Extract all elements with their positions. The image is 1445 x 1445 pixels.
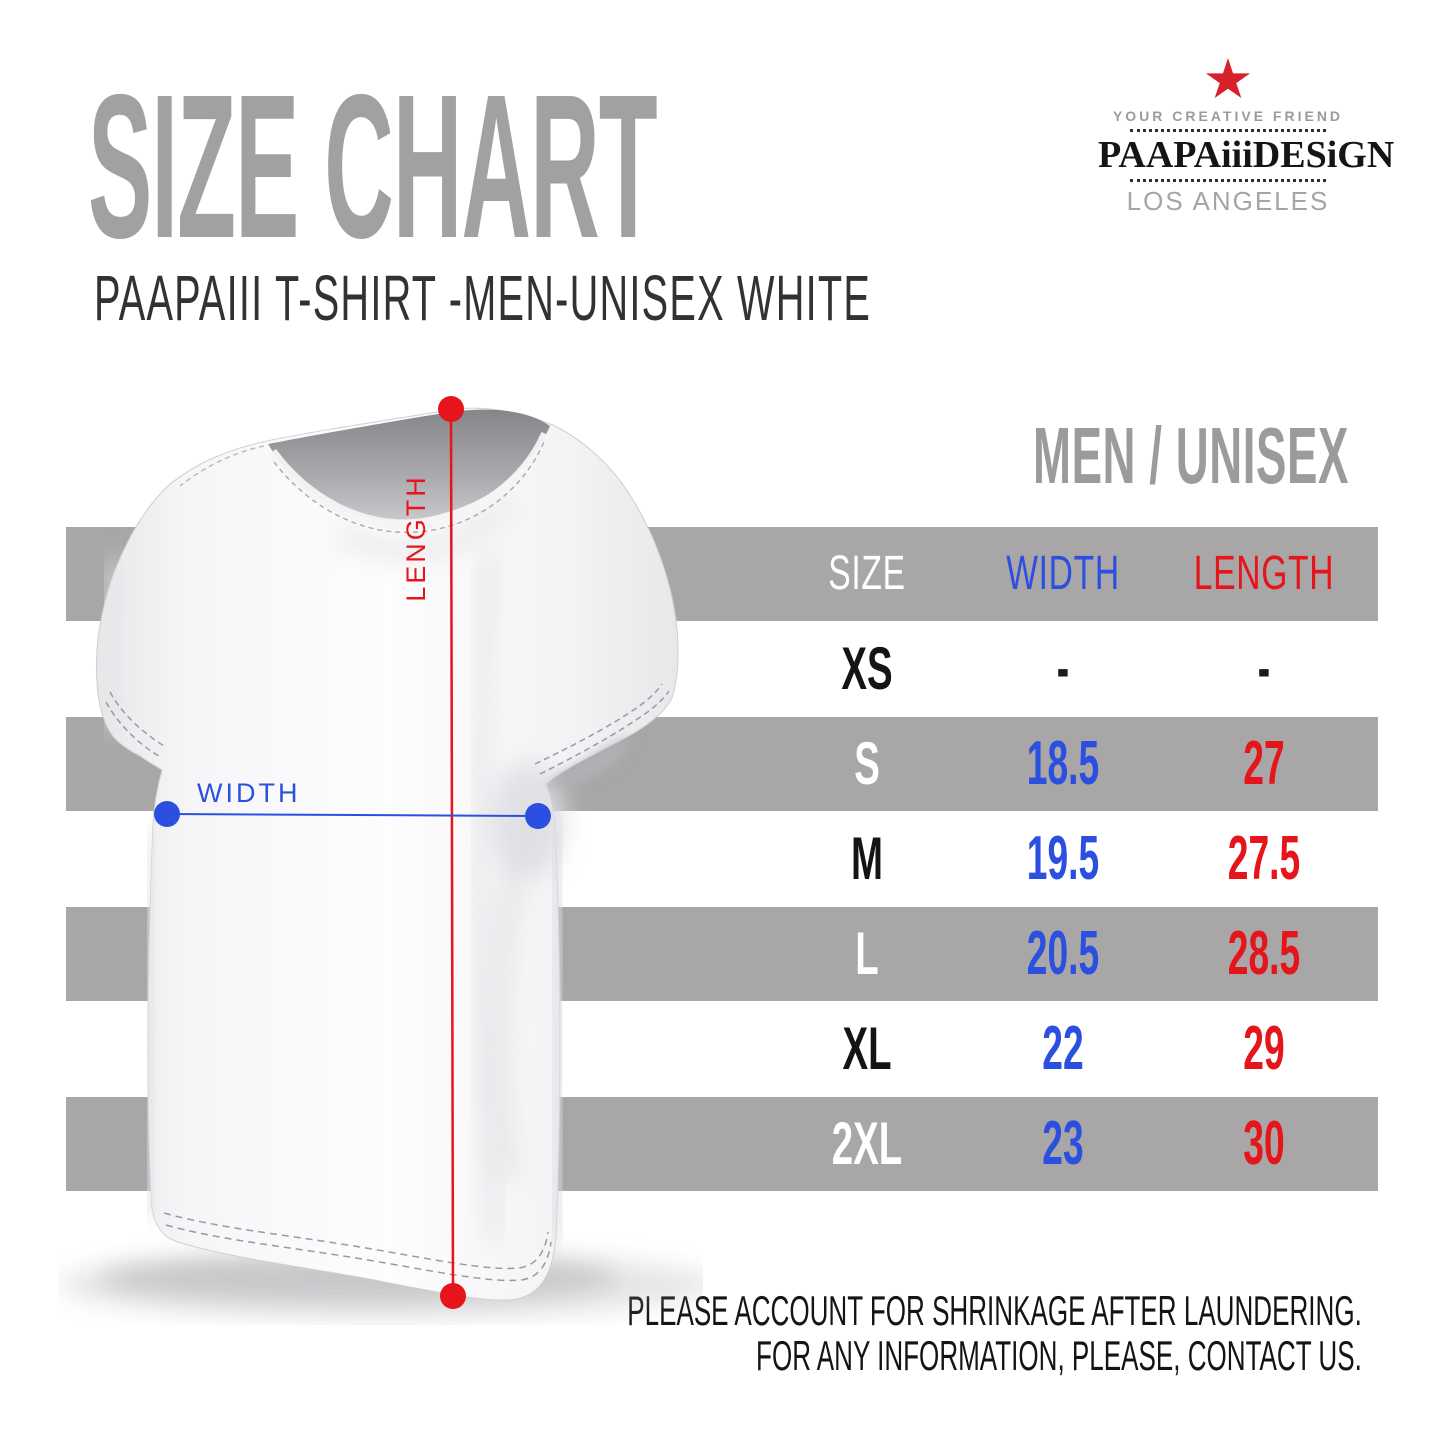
- collar-stitch: [273, 441, 545, 534]
- logo-tagline: YOUR CREATIVE FRIEND: [1112, 108, 1344, 124]
- table-size-cell: L: [855, 920, 879, 987]
- table-size-cell: S: [854, 730, 880, 797]
- table-size-cell: 2XL: [831, 1110, 903, 1177]
- hem-stitch: [165, 1224, 552, 1282]
- tshirt-image: LENGTH WIDTH: [58, 396, 703, 1319]
- page-title: SIZE CHART: [88, 52, 658, 281]
- footer-line-1: PLEASE ACCOUNT FOR SHRINKAGE AFTER LAUND…: [627, 1287, 1362, 1334]
- hem-stitch: [163, 1212, 549, 1270]
- width-label: WIDTH: [197, 778, 300, 808]
- length-bottom-dot: [440, 1283, 466, 1309]
- table-header-width: WIDTH: [1006, 547, 1120, 600]
- fabric-shading: [546, 819, 569, 1241]
- table-length-cell: 29: [1243, 1014, 1285, 1083]
- star-icon: [1205, 58, 1251, 99]
- table-size-cell: M: [851, 825, 883, 892]
- table-width-cell: 18.5: [1026, 729, 1100, 798]
- sleeve-opening-shadow: [546, 736, 630, 786]
- footer-line-2: FOR ANY INFORMATION, PLEASE, CONTACT US.: [756, 1332, 1362, 1379]
- table-group-title: MEN / UNISEX: [1033, 411, 1349, 500]
- shoulder-seam-stitch: [179, 445, 265, 487]
- fabric-shading: [103, 559, 124, 732]
- table-header-size: SIZE: [828, 547, 906, 600]
- logo-city: LOS ANGELES: [1126, 186, 1330, 216]
- table-header-length: LENGTH: [1193, 547, 1335, 600]
- table-width-cell: 19.5: [1026, 824, 1100, 893]
- collar-opening: [268, 409, 550, 521]
- table-size-cell: XL: [842, 1015, 892, 1082]
- table-length-cell: 28.5: [1227, 919, 1301, 988]
- width-right-dot: [525, 803, 551, 829]
- table-length-cell: -: [1257, 634, 1271, 703]
- brand-logo: YOUR CREATIVE FRIEND PAAPAiiiDESiGN LOS …: [1098, 58, 1395, 217]
- tshirt-body: [96, 407, 679, 1301]
- table-length-cell: 27: [1243, 729, 1285, 798]
- fabric-shading: [472, 549, 504, 1241]
- width-measure-line: [166, 813, 539, 817]
- length-label: LENGTH: [401, 474, 431, 602]
- sleeve-cuff-stitch: [539, 690, 670, 775]
- length-top-dot: [438, 396, 464, 422]
- footer-note: PLEASE ACCOUNT FOR SHRINKAGE AFTER LAUND…: [627, 1288, 1362, 1378]
- page-subtitle: PAAPAIII T-SHIRT -MEN-UNISEX WHITE: [94, 262, 872, 334]
- table-size-cell: XS: [841, 635, 893, 702]
- table-width-cell: 22: [1042, 1014, 1084, 1083]
- table-width-cell: 20.5: [1026, 919, 1100, 988]
- sleeve-cuff-stitch: [534, 683, 663, 765]
- fabric-shading: [331, 493, 518, 563]
- table-length-cell: 27.5: [1227, 824, 1301, 893]
- dotted-divider: [1130, 179, 1326, 182]
- length-measure-line: [449, 409, 455, 1298]
- collar-band: [267, 431, 551, 530]
- table-length-cell: 30: [1243, 1109, 1285, 1178]
- logo-brand-name: PAAPAiiiDESiGN: [1098, 134, 1395, 176]
- fabric-shading: [142, 829, 160, 1221]
- table-width-cell: 23: [1042, 1109, 1084, 1178]
- table-width-cell: -: [1056, 634, 1070, 703]
- sleeve-cuff-stitch: [105, 701, 163, 759]
- dotted-divider: [1130, 129, 1326, 132]
- width-left-dot: [154, 801, 180, 827]
